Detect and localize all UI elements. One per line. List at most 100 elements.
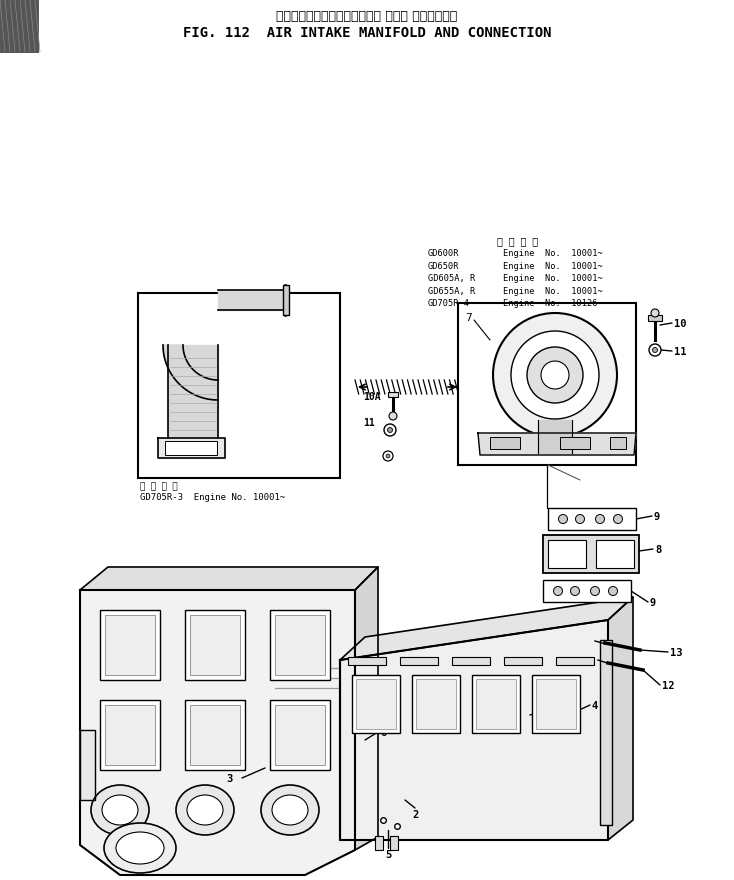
Text: GD600R: GD600R — [428, 249, 459, 258]
Bar — [543, 580, 631, 602]
Bar — [548, 540, 586, 568]
Ellipse shape — [187, 795, 223, 825]
Bar — [105, 615, 155, 675]
Polygon shape — [80, 730, 95, 800]
Bar — [600, 640, 612, 825]
Text: 9: 9 — [650, 598, 656, 608]
Bar — [165, 441, 217, 455]
Polygon shape — [163, 345, 218, 400]
Bar — [275, 705, 325, 765]
Ellipse shape — [614, 515, 622, 524]
Polygon shape — [168, 345, 218, 438]
Ellipse shape — [559, 515, 567, 524]
Text: 適 用 号 等: 適 用 号 等 — [140, 482, 178, 491]
Circle shape — [541, 361, 569, 389]
Text: Engine  No.  10001~: Engine No. 10001~ — [503, 287, 603, 296]
Bar — [610, 437, 626, 449]
Ellipse shape — [104, 823, 176, 873]
Text: GD605A, R: GD605A, R — [428, 274, 475, 283]
Bar — [270, 700, 330, 770]
Polygon shape — [158, 438, 225, 458]
Text: 4: 4 — [592, 701, 598, 711]
Polygon shape — [478, 433, 636, 455]
Text: Engine  No.  10001~: Engine No. 10001~ — [503, 274, 603, 283]
Bar — [356, 679, 396, 729]
Bar — [283, 285, 289, 315]
Text: 11: 11 — [674, 347, 686, 357]
Text: Engine  No.  10001~: Engine No. 10001~ — [503, 261, 603, 270]
Text: 13: 13 — [670, 648, 683, 658]
Text: 3: 3 — [226, 774, 232, 784]
Text: 10A: 10A — [363, 392, 381, 402]
Polygon shape — [218, 290, 285, 310]
Ellipse shape — [91, 785, 149, 835]
Text: Engine  No.  10001~: Engine No. 10001~ — [503, 249, 603, 258]
Bar — [543, 535, 639, 573]
Ellipse shape — [272, 795, 308, 825]
Bar — [348, 657, 386, 665]
Ellipse shape — [608, 586, 617, 596]
Circle shape — [493, 313, 617, 437]
Circle shape — [511, 331, 599, 419]
Text: 10: 10 — [674, 319, 686, 329]
Ellipse shape — [261, 785, 319, 835]
Bar — [400, 657, 438, 665]
Bar — [190, 615, 240, 675]
Text: 6: 6 — [380, 728, 386, 738]
Bar — [452, 657, 490, 665]
Bar — [476, 679, 516, 729]
Polygon shape — [538, 420, 572, 453]
Ellipse shape — [102, 795, 138, 825]
Circle shape — [386, 454, 390, 458]
Text: 9: 9 — [654, 512, 661, 522]
Ellipse shape — [570, 586, 580, 596]
Text: 7: 7 — [465, 313, 472, 323]
Bar — [472, 675, 520, 733]
Bar — [412, 675, 460, 733]
Polygon shape — [340, 620, 608, 840]
Ellipse shape — [590, 586, 600, 596]
Ellipse shape — [176, 785, 234, 835]
Bar — [105, 705, 155, 765]
Bar — [388, 392, 398, 397]
Bar — [416, 679, 456, 729]
Bar — [185, 700, 245, 770]
Bar — [0, 0, 38, 52]
Bar — [100, 700, 160, 770]
Bar — [458, 303, 636, 465]
Polygon shape — [80, 590, 355, 875]
Bar — [270, 610, 330, 680]
Bar — [275, 615, 325, 675]
Bar — [532, 675, 580, 733]
Text: GD650R: GD650R — [428, 261, 459, 270]
Circle shape — [649, 344, 661, 356]
Text: Engine  No.  10126~: Engine No. 10126~ — [503, 299, 603, 308]
Text: 6: 6 — [512, 686, 518, 696]
Polygon shape — [608, 597, 633, 840]
Circle shape — [651, 309, 659, 317]
Polygon shape — [355, 567, 378, 850]
Circle shape — [384, 424, 396, 436]
Polygon shape — [340, 597, 633, 660]
Bar — [352, 675, 400, 733]
Bar — [536, 679, 576, 729]
Text: 12: 12 — [662, 681, 675, 691]
Bar — [100, 610, 160, 680]
Text: 11: 11 — [363, 418, 375, 428]
Bar — [190, 705, 240, 765]
Ellipse shape — [595, 515, 605, 524]
Bar — [548, 508, 636, 530]
Text: GD705R-4: GD705R-4 — [428, 299, 470, 308]
Circle shape — [388, 428, 393, 432]
Bar — [390, 836, 398, 850]
Circle shape — [389, 412, 397, 420]
Bar — [504, 657, 542, 665]
Polygon shape — [80, 567, 378, 590]
Bar — [185, 610, 245, 680]
Circle shape — [527, 347, 583, 403]
Bar — [138, 293, 340, 478]
Ellipse shape — [116, 832, 164, 864]
Bar — [490, 437, 520, 449]
Bar — [375, 836, 383, 850]
Text: エアーインデークマニホールド および コネクション: エアーインデークマニホールド および コネクション — [277, 10, 457, 23]
